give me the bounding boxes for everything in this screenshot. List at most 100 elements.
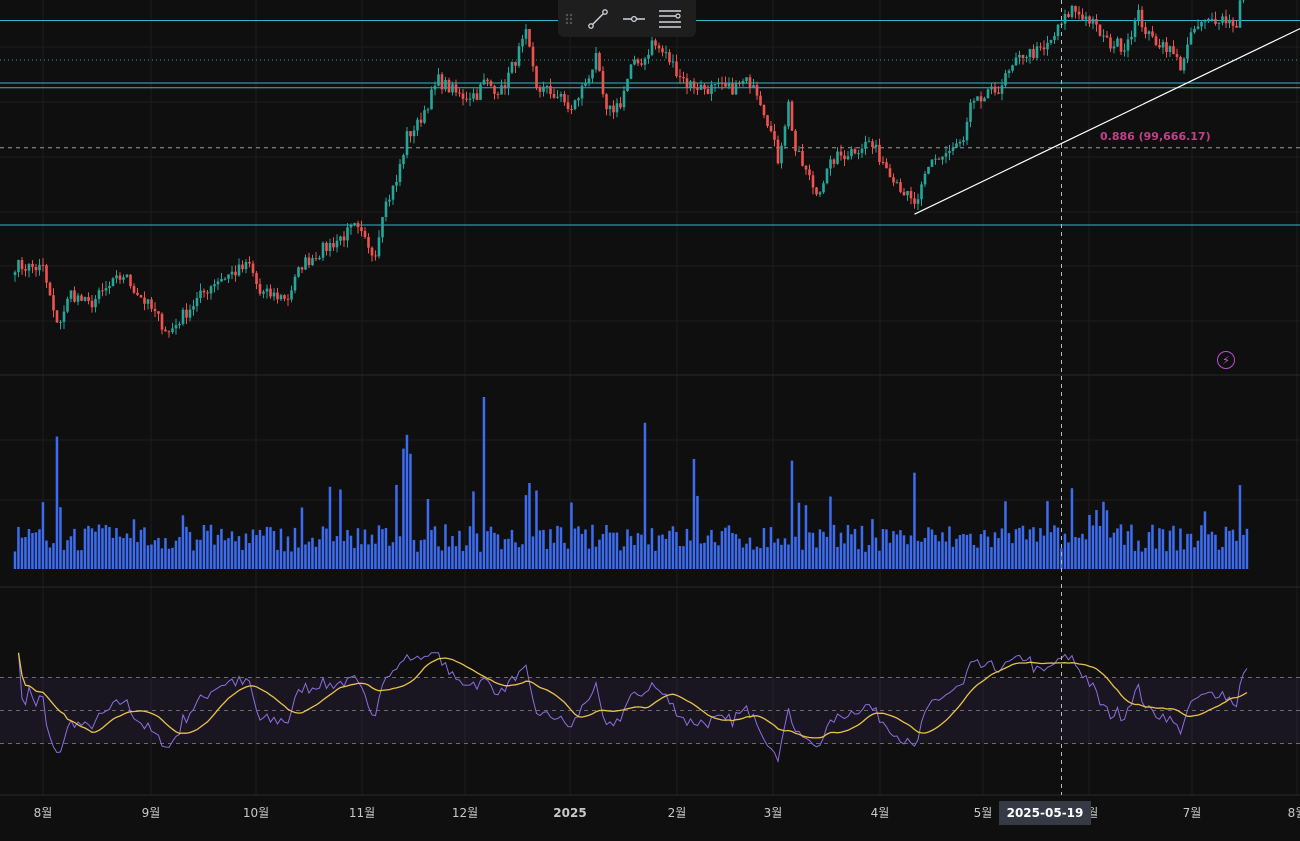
candle <box>220 272 223 282</box>
volume-bar <box>1200 525 1203 569</box>
candle <box>318 255 321 261</box>
candle <box>829 155 832 176</box>
volume-bar <box>759 548 762 569</box>
volume-bar <box>188 531 192 569</box>
volume-bar <box>738 538 741 569</box>
volume-bar <box>972 544 976 569</box>
horizontal-ray-tool-icon[interactable] <box>616 0 652 37</box>
candle <box>349 223 353 235</box>
volume-bar <box>83 528 87 569</box>
candle <box>965 117 969 145</box>
candle <box>1196 19 1200 30</box>
candle <box>346 223 349 248</box>
volume-bar <box>790 460 794 569</box>
volume-bar <box>1074 537 1077 569</box>
volume-bar <box>892 531 895 569</box>
candle <box>374 250 377 261</box>
volume-bar <box>1235 540 1238 569</box>
volume-bar <box>944 541 948 569</box>
candle <box>895 179 899 184</box>
volume-bar <box>325 528 328 569</box>
volume-bar <box>377 525 381 569</box>
candle <box>990 83 993 95</box>
volume-bar <box>447 546 451 569</box>
volume-bar <box>619 550 622 569</box>
volume-bar <box>811 532 815 569</box>
volume-bar <box>349 535 353 569</box>
trend-line-tool-icon[interactable] <box>580 0 616 37</box>
drag-handle-icon[interactable] <box>558 0 580 37</box>
candle <box>1203 19 1207 30</box>
candle <box>146 299 150 310</box>
volume-bar <box>920 541 923 569</box>
volume-bar <box>605 524 608 569</box>
candle <box>405 126 409 159</box>
volume-bar <box>846 525 850 569</box>
volume-bar <box>612 532 615 569</box>
volume-bar <box>937 541 941 569</box>
candle <box>930 158 934 168</box>
volume-bar <box>507 538 510 569</box>
candle <box>1214 11 1217 26</box>
volume-bar <box>703 542 706 569</box>
volume-bar <box>178 537 181 569</box>
volume-bar <box>843 543 846 569</box>
candle <box>1074 5 1077 19</box>
volume-bar <box>384 527 388 569</box>
volume-bar <box>1084 539 1088 569</box>
volume-bar <box>713 542 717 569</box>
candle <box>1098 24 1102 37</box>
volume-bar <box>41 502 45 569</box>
volume-bar <box>983 530 986 569</box>
volume-bar <box>899 530 902 569</box>
candle <box>538 85 542 98</box>
volume-bar <box>31 533 34 569</box>
candle <box>416 117 419 137</box>
x-tick-label: 2025 <box>553 806 586 820</box>
candle <box>983 96 986 102</box>
volume-bar <box>143 527 146 569</box>
volume-bar <box>577 526 580 569</box>
candle <box>1081 8 1084 21</box>
candle <box>923 171 927 188</box>
volume-bar <box>73 528 76 569</box>
time-axis[interactable]: 8월9월10월11월12월20252월3월4월5월6월7월8월 <box>34 806 1300 820</box>
candle <box>633 55 636 66</box>
candle <box>1070 4 1074 19</box>
volume-bar <box>1004 501 1007 569</box>
floating-drawing-toolbar[interactable] <box>558 0 696 37</box>
candle <box>237 258 241 277</box>
candle <box>1186 37 1189 64</box>
candle <box>955 138 958 149</box>
candle <box>927 166 930 175</box>
candle <box>528 29 531 48</box>
candle <box>76 293 80 306</box>
lightning-icon[interactable]: ⚡ <box>1217 351 1235 369</box>
candle <box>657 42 661 53</box>
volume-bar <box>1116 528 1119 569</box>
candle <box>741 78 745 87</box>
volume-bar <box>108 527 111 569</box>
candle <box>1161 39 1165 54</box>
volume-bar <box>62 549 66 569</box>
candle <box>510 61 514 74</box>
volume-bar <box>223 540 227 569</box>
drawings[interactable]: 0.886 (99,666.17) <box>914 0 1300 795</box>
volume-bar <box>139 529 143 569</box>
candle <box>69 290 73 303</box>
volume-bar <box>1032 527 1035 569</box>
candle <box>1210 12 1214 22</box>
candle <box>1238 0 1242 29</box>
volume-bar <box>409 453 412 569</box>
volume-bar <box>272 530 276 569</box>
volume-bar <box>878 550 881 569</box>
candle <box>1221 13 1224 26</box>
candle <box>668 49 671 65</box>
volume-bar <box>111 537 115 569</box>
candle <box>475 88 479 101</box>
candle <box>755 81 759 100</box>
candle <box>958 139 962 147</box>
settings-lines-icon[interactable] <box>652 0 688 37</box>
volume-bar <box>657 535 661 569</box>
